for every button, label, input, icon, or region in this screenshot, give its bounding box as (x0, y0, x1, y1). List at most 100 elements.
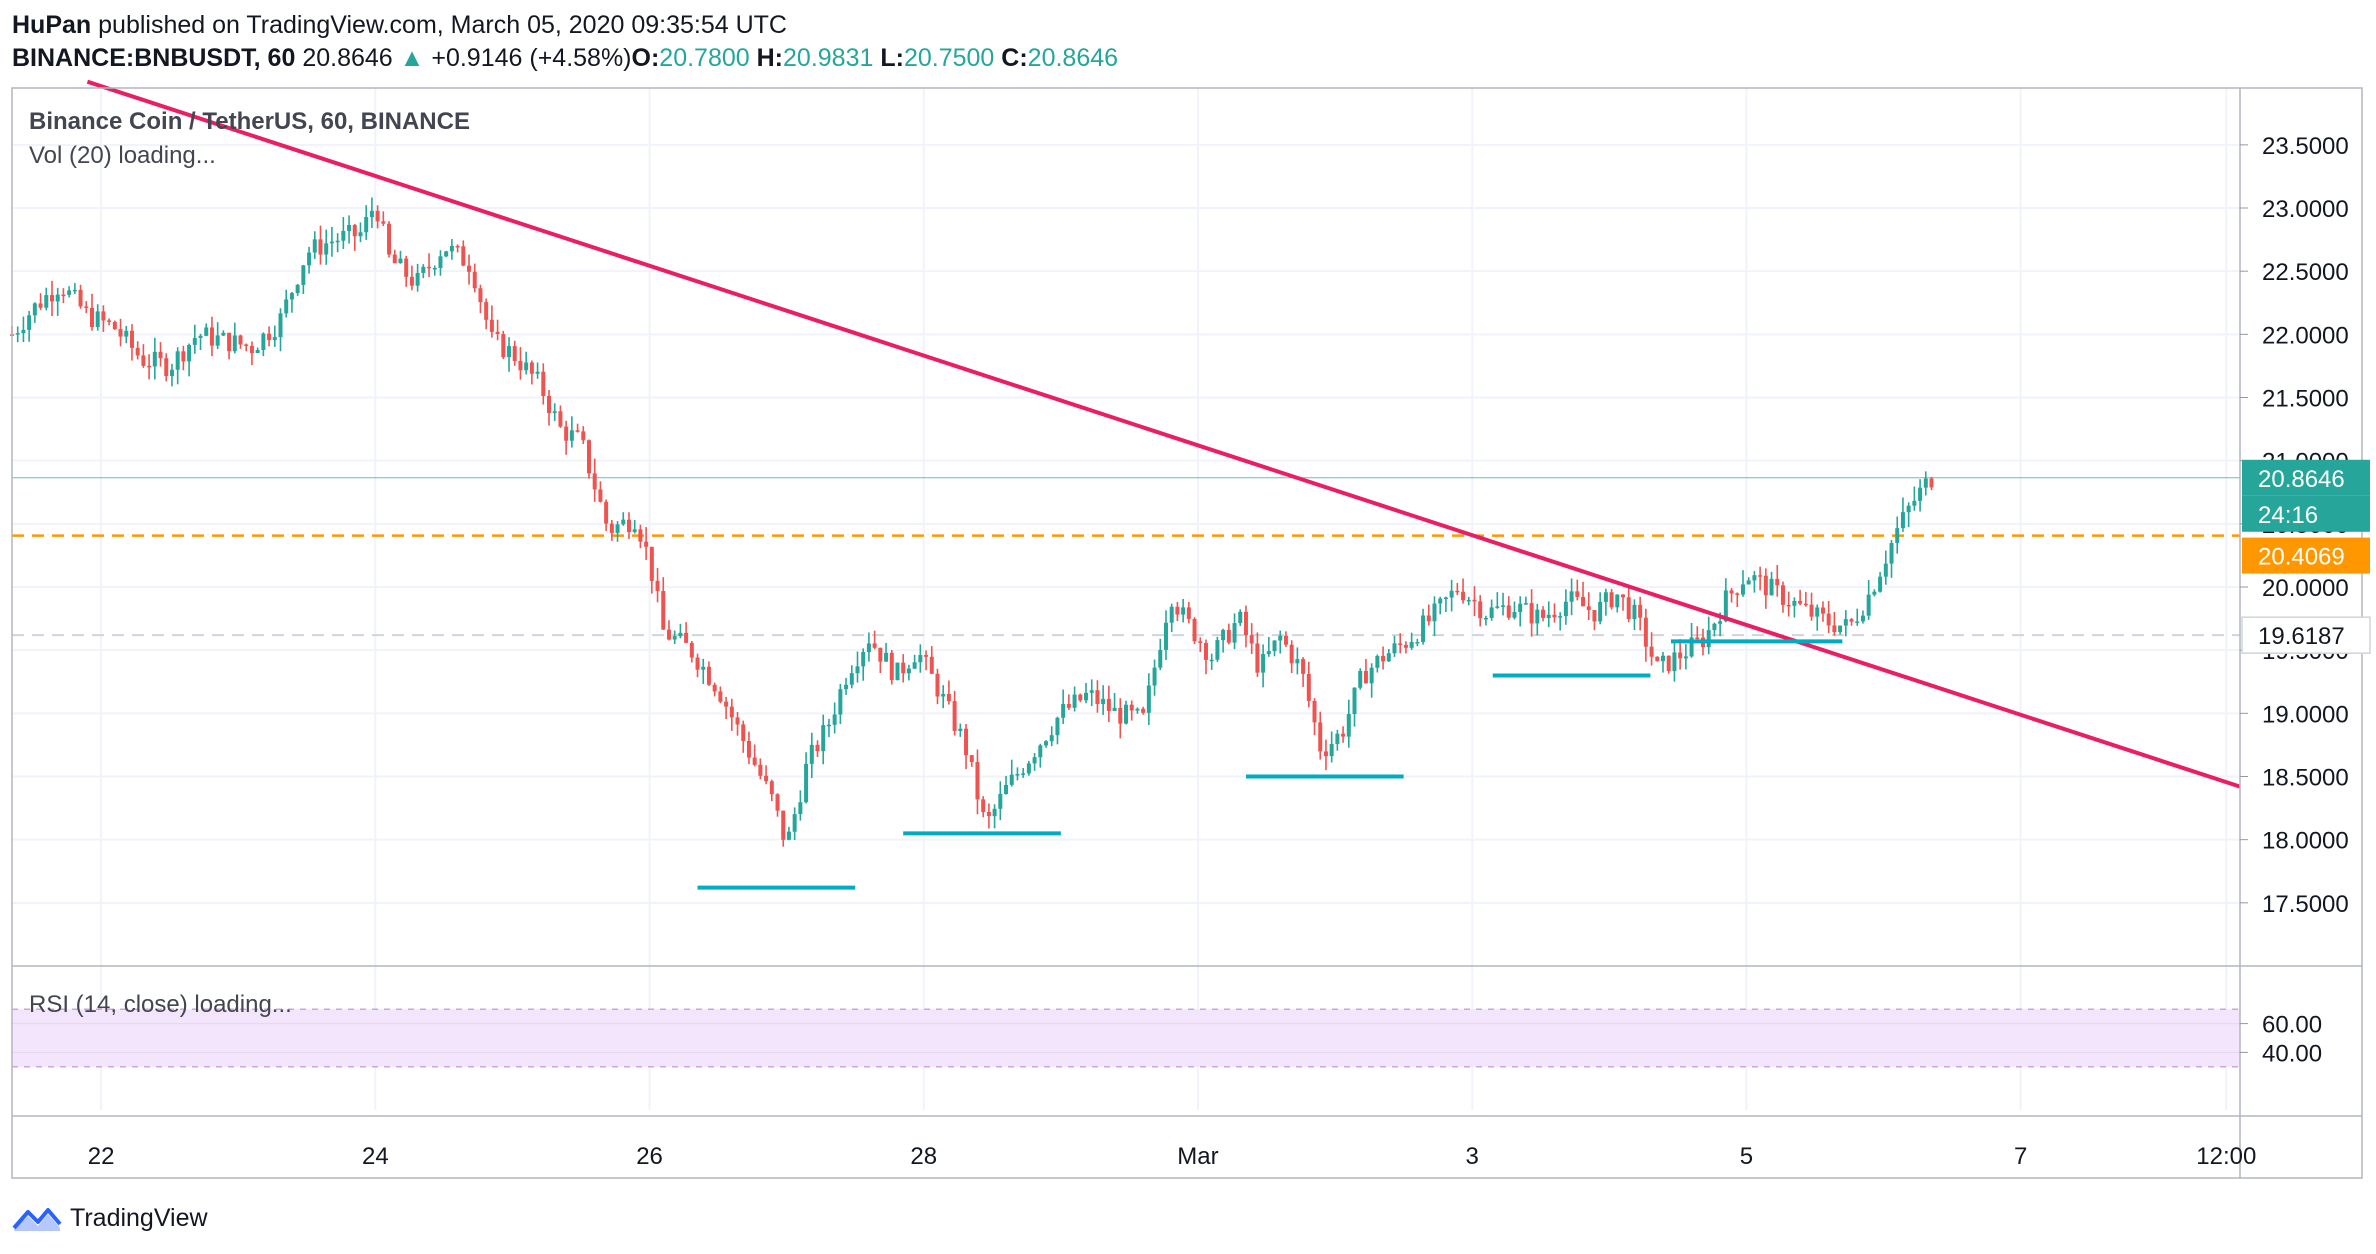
candle-body (649, 546, 654, 581)
rsi-tick-label: 40.00 (2262, 1040, 2322, 1067)
volume-indicator-label: Vol (20) loading... (29, 142, 216, 169)
candle-body (1443, 597, 1448, 600)
candle-body (49, 295, 54, 302)
candle-body (1306, 673, 1311, 701)
candle-body (861, 652, 866, 667)
candle-body (815, 744, 820, 752)
candle-body (735, 717, 740, 725)
x-tick-label: 24 (362, 1143, 389, 1170)
candle-body (89, 307, 94, 328)
candle-body (1695, 637, 1700, 639)
candle-body (901, 662, 906, 674)
candle-body (1809, 604, 1814, 617)
close-value: 20.8646 (1027, 44, 1119, 72)
candle-body (324, 243, 329, 255)
y-tick-label: 23.5000 (2262, 133, 2349, 160)
candle-body (952, 701, 957, 731)
candle-body (724, 701, 729, 707)
candle-body (866, 643, 871, 653)
candle-body (1318, 722, 1323, 752)
candle-body (255, 349, 260, 354)
axes: 22 24 26 28 Mar 3 5 7 12:00 17.5000 18.0000 18.5000… (88, 133, 2371, 1170)
candle-body (381, 221, 386, 224)
candle-body (1592, 610, 1597, 622)
candle-body (1729, 590, 1734, 594)
candle-body (1706, 630, 1711, 648)
candle-body (1552, 614, 1557, 618)
candle-body (1432, 603, 1437, 622)
candle-body (1495, 606, 1500, 608)
candle-body (284, 299, 289, 314)
candle-body (1238, 611, 1243, 624)
publish-info: HuPan published on TradingView.com, Marc… (12, 10, 787, 40)
candle-body (1095, 690, 1100, 705)
candle-body (438, 256, 443, 268)
candle-body (1243, 611, 1248, 636)
candle-body (1358, 670, 1363, 688)
candle-body (849, 673, 854, 685)
candle-body (1820, 607, 1825, 614)
close-label: C: (1001, 44, 1028, 72)
candle-body (632, 529, 637, 533)
candle-body (444, 251, 449, 257)
candle-body (312, 239, 317, 253)
candle-body (21, 329, 26, 334)
candle-body (358, 232, 363, 237)
y-tick-label: 21.5000 (2262, 386, 2349, 413)
candle-body (804, 763, 809, 803)
candle-body (1403, 644, 1408, 648)
symbol-info: BINANCE:BNBUSDT, 60 20.8646 ▲ +0.9146 (+… (12, 43, 1118, 73)
low-label: L: (880, 44, 904, 72)
candle-body (1895, 528, 1900, 543)
candle-body (1786, 604, 1791, 607)
candle-body (1541, 609, 1546, 618)
candle-body (1124, 704, 1128, 724)
candle-body (467, 265, 472, 272)
candle-body (1803, 603, 1808, 606)
candle-body (672, 636, 677, 640)
candle-body (392, 254, 397, 264)
candle-body (1283, 635, 1288, 645)
candle-body (1049, 735, 1054, 742)
y-tick-label: 22.5000 (2262, 259, 2349, 286)
candle-body (489, 319, 494, 332)
candle-body (1163, 622, 1168, 650)
candle-body (141, 355, 146, 366)
candle-body (638, 529, 643, 542)
candle-body (1272, 640, 1277, 652)
candle-body (1426, 615, 1431, 622)
candle-body (598, 489, 603, 502)
candle-body (975, 762, 980, 800)
candle-body (1181, 607, 1186, 615)
x-tick-label: Mar (1177, 1143, 1218, 1170)
candle-body (1489, 607, 1494, 618)
candle-body (1346, 714, 1351, 737)
candle-body (449, 245, 454, 252)
candle-body (44, 295, 49, 308)
y-tick-label: 18.5000 (2262, 765, 2349, 792)
candle-body (809, 744, 814, 764)
candle-body (1026, 763, 1031, 774)
footer-brand[interactable]: TradingView (12, 1198, 208, 1238)
resistance-price-label: 20.4069 (2258, 544, 2345, 571)
candle-body (992, 808, 997, 817)
candle-body (1038, 745, 1043, 758)
x-tick-label: 22 (88, 1143, 115, 1170)
candle-body (701, 666, 706, 670)
candle-body (1718, 621, 1723, 624)
candle-body (1112, 707, 1117, 711)
high-value: 20.9831 (783, 44, 874, 72)
tradingview-logo-icon (12, 1208, 62, 1231)
candle-body (1055, 717, 1060, 736)
candle-body (1912, 500, 1917, 506)
published-text: published on TradingView.com, March 05, … (98, 11, 787, 39)
candle-body (1381, 655, 1386, 662)
candle-body (1512, 611, 1517, 618)
candle-body (375, 210, 380, 222)
candle-body (1878, 576, 1883, 592)
author-name[interactable]: HuPan (12, 11, 92, 39)
candle-body (347, 225, 352, 231)
candle-body (1198, 641, 1203, 644)
candle-body (1472, 599, 1477, 602)
